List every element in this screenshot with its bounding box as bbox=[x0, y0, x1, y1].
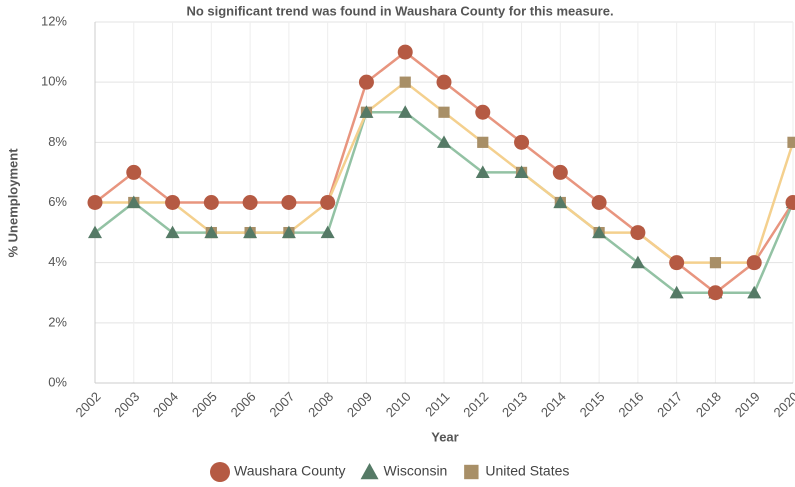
marker bbox=[165, 195, 181, 210]
marker bbox=[399, 76, 411, 88]
marker bbox=[437, 135, 451, 148]
marker bbox=[630, 255, 645, 269]
marker bbox=[320, 195, 336, 210]
marker bbox=[552, 164, 568, 180]
y-tick-label: 2% bbox=[48, 314, 67, 329]
marker bbox=[203, 195, 219, 210]
x-axis-label: Year bbox=[431, 429, 458, 444]
marker bbox=[242, 195, 258, 210]
x-tick-label: 2018 bbox=[693, 389, 724, 420]
legend-label: Wisconsin bbox=[384, 463, 448, 479]
x-tick-label: 2012 bbox=[460, 389, 491, 420]
marker bbox=[477, 136, 489, 148]
x-tick-label: 2009 bbox=[344, 389, 375, 420]
marker bbox=[436, 74, 452, 90]
marker bbox=[709, 257, 722, 269]
marker bbox=[126, 195, 141, 209]
marker bbox=[747, 285, 762, 299]
marker bbox=[787, 136, 795, 148]
x-tick-label: 2007 bbox=[266, 389, 297, 420]
marker bbox=[320, 225, 335, 239]
marker bbox=[358, 74, 374, 90]
x-tick-label: 2003 bbox=[111, 389, 142, 420]
marker bbox=[592, 225, 607, 239]
marker bbox=[397, 44, 413, 60]
marker bbox=[359, 105, 374, 118]
y-tick-label: 4% bbox=[48, 254, 67, 269]
marker bbox=[553, 195, 568, 209]
marker bbox=[630, 225, 646, 241]
marker bbox=[281, 195, 297, 210]
marker bbox=[514, 134, 530, 150]
legend-marker bbox=[464, 464, 479, 480]
x-tick-label: 2020 bbox=[770, 389, 795, 420]
y-tick-label: 8% bbox=[48, 134, 67, 149]
legend-marker bbox=[360, 463, 379, 480]
y-tick-label: 0% bbox=[48, 374, 67, 389]
x-tick-label: 2006 bbox=[228, 389, 259, 420]
legend-marker bbox=[210, 462, 230, 482]
marker bbox=[398, 105, 413, 118]
x-tick-label: 2019 bbox=[732, 389, 763, 420]
x-tick-label: 2016 bbox=[615, 389, 646, 420]
marker bbox=[746, 255, 762, 271]
y-tick-label: 12% bbox=[41, 13, 67, 28]
x-tick-label: 2008 bbox=[305, 389, 336, 420]
x-tick-label: 2017 bbox=[654, 389, 685, 420]
marker bbox=[591, 195, 607, 210]
marker bbox=[281, 225, 296, 239]
x-tick-label: 2011 bbox=[422, 389, 452, 419]
marker bbox=[669, 285, 684, 299]
marker bbox=[165, 225, 180, 239]
marker bbox=[204, 225, 219, 239]
y-tick-label: 10% bbox=[41, 74, 67, 89]
legend-label: United States bbox=[485, 463, 569, 479]
x-tick-label: 2004 bbox=[150, 389, 181, 420]
x-tick-label: 2013 bbox=[499, 389, 530, 420]
marker bbox=[243, 225, 258, 239]
legend-label: Waushara County bbox=[234, 463, 346, 479]
marker bbox=[438, 106, 450, 118]
x-tick-label: 2015 bbox=[577, 389, 608, 420]
marker bbox=[475, 165, 490, 179]
marker bbox=[88, 225, 102, 239]
marker bbox=[475, 104, 491, 120]
marker bbox=[87, 195, 103, 210]
marker bbox=[126, 164, 142, 180]
marker bbox=[785, 195, 795, 210]
x-tick-label: 2005 bbox=[189, 389, 220, 420]
y-tick-label: 6% bbox=[48, 194, 67, 209]
marker bbox=[669, 255, 685, 271]
chart-title: No significant trend was found in Wausha… bbox=[186, 3, 613, 18]
x-tick-label: 2010 bbox=[383, 389, 414, 420]
marker bbox=[707, 285, 723, 301]
marker bbox=[514, 165, 529, 179]
y-axis-label: % Unemployment bbox=[5, 148, 20, 258]
x-tick-label: 2002 bbox=[72, 389, 103, 420]
x-tick-label: 2014 bbox=[538, 389, 569, 420]
